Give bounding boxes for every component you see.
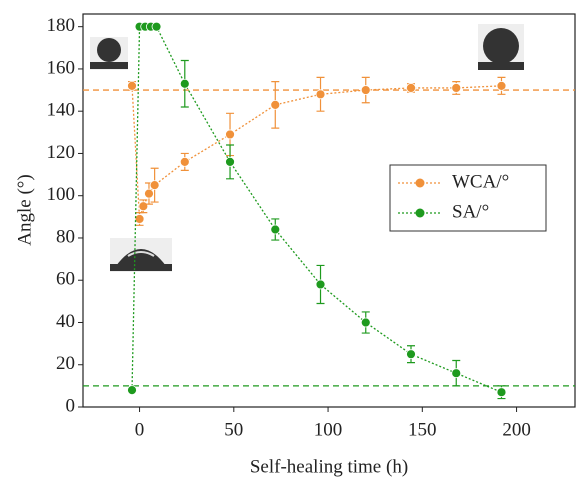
y-tick-label: 160 xyxy=(47,57,76,78)
data-point xyxy=(179,157,190,167)
legend-box xyxy=(389,164,547,232)
data-point xyxy=(360,85,371,95)
y-tick-label: 180 xyxy=(47,15,76,36)
y-tick-label: 60 xyxy=(56,269,75,290)
legend-label: WCA/° xyxy=(452,171,509,192)
data-point xyxy=(315,279,326,290)
data-point xyxy=(406,349,416,360)
data-point xyxy=(138,201,149,212)
data-point xyxy=(270,224,281,235)
y-tick-label: 80 xyxy=(56,226,75,247)
x-tick-label: 150 xyxy=(408,419,437,440)
data-point xyxy=(315,89,326,100)
data-point xyxy=(179,78,190,89)
y-tick-label: 40 xyxy=(56,311,75,332)
data-point xyxy=(127,385,137,395)
data-point xyxy=(151,21,162,32)
legend-marker xyxy=(415,178,425,188)
data-point xyxy=(149,180,160,191)
y-tick-label: 20 xyxy=(56,353,75,374)
data-point xyxy=(360,317,371,328)
x-tick-label: 0 xyxy=(135,419,145,440)
y-tick-label: 120 xyxy=(47,142,76,163)
droplet-images xyxy=(90,24,524,272)
data-point xyxy=(451,83,462,93)
legend-marker xyxy=(415,208,425,218)
data-point xyxy=(406,83,416,93)
data-point xyxy=(144,188,154,199)
data-point xyxy=(496,387,507,398)
plot-frame xyxy=(82,13,576,408)
y-axis-label: Angle (°) xyxy=(14,174,35,245)
data-point xyxy=(496,80,507,91)
data-point xyxy=(225,129,235,140)
y-tick-label: 100 xyxy=(47,184,76,205)
x-axis-label: Self-healing time (h) xyxy=(250,456,408,477)
data-point xyxy=(270,99,281,110)
legend-label: SA/° xyxy=(452,201,489,222)
x-tick-label: 50 xyxy=(224,419,243,440)
y-tick-label: 140 xyxy=(47,100,76,121)
data-point xyxy=(134,214,145,224)
data-point xyxy=(127,80,137,91)
data-point xyxy=(225,157,235,167)
y-tick-label: 0 xyxy=(66,395,76,416)
x-tick-label: 100 xyxy=(314,419,343,440)
x-tick-label: 200 xyxy=(502,419,531,440)
data-point xyxy=(451,368,462,379)
